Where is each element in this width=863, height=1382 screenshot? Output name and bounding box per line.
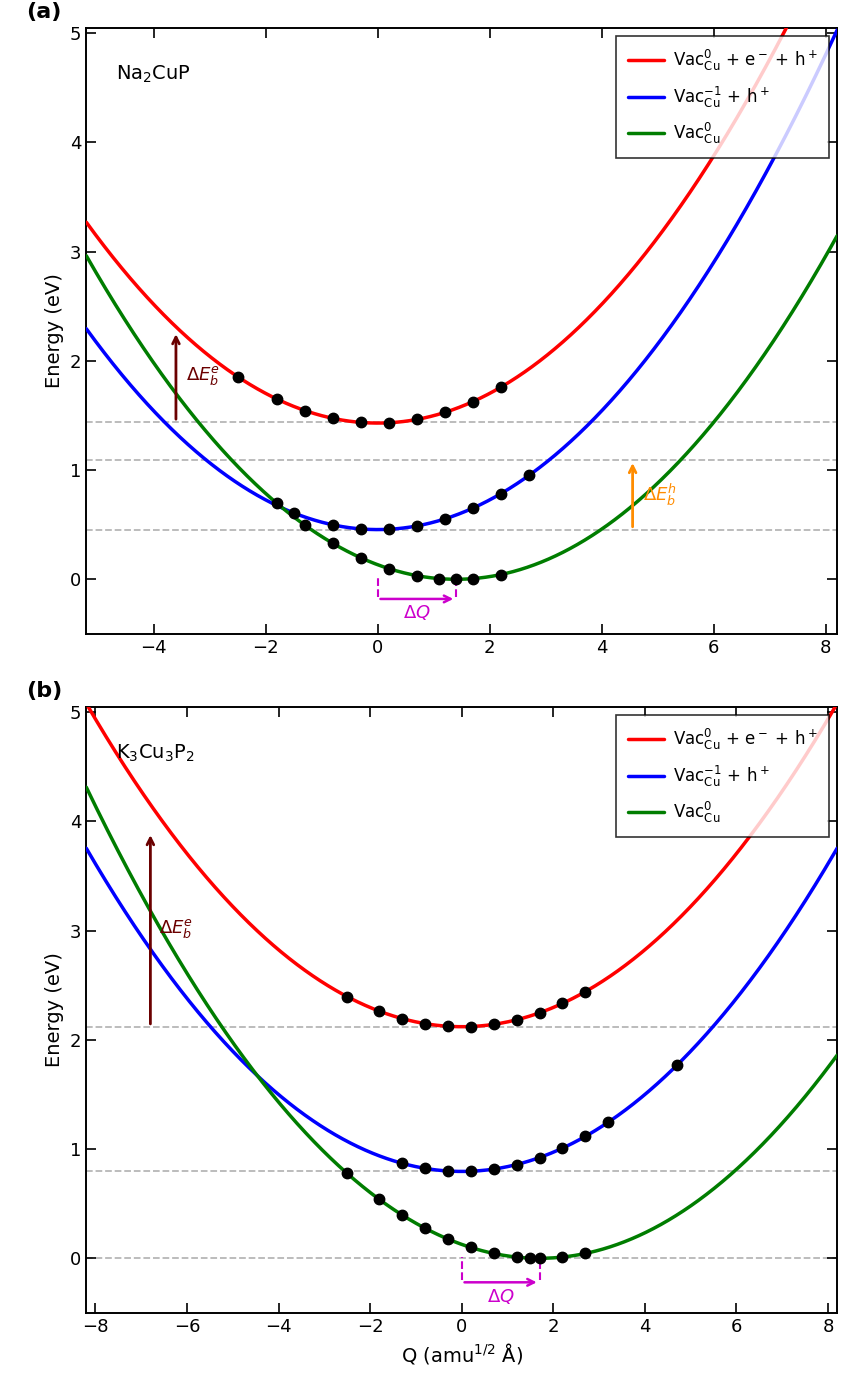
Vac$^0_{\mathrm{Cu}}$ bbox=[832, 228, 842, 245]
Vac$^0_{\mathrm{Cu}}$ + e$^-$ + h$^+$ bbox=[457, 1019, 467, 1035]
Line: Vac$^{-1}_{\mathrm{Cu}}$ + h$^+$: Vac$^{-1}_{\mathrm{Cu}}$ + h$^+$ bbox=[86, 849, 837, 1172]
Vac$^0_{\mathrm{Cu}}$ + e$^-$ + h$^+$ bbox=[623, 267, 633, 283]
Text: $\Delta Q$: $\Delta Q$ bbox=[403, 604, 431, 622]
Text: $\Delta E_b^e$: $\Delta E_b^e$ bbox=[186, 365, 220, 388]
Vac$^0_{\mathrm{Cu}}$ bbox=[426, 569, 437, 586]
Line: Vac$^0_{\mathrm{Cu}}$: Vac$^0_{\mathrm{Cu}}$ bbox=[86, 788, 837, 1258]
Vac$^0_{\mathrm{Cu}}$ + e$^-$ + h$^+$ bbox=[373, 415, 383, 431]
Text: $\Delta E_b^h$: $\Delta E_b^h$ bbox=[643, 482, 677, 509]
Vac$^0_{\mathrm{Cu}}$ bbox=[810, 1075, 821, 1092]
Legend: Vac$^0_{\mathrm{Cu}}$ + e$^-$ + h$^+$, Vac$^{-1}_{\mathrm{Cu}}$ + h$^+$, Vac$^0_: Vac$^0_{\mathrm{Cu}}$ + e$^-$ + h$^+$, V… bbox=[616, 36, 828, 158]
Vac$^0_{\mathrm{Cu}}$ bbox=[832, 1048, 842, 1064]
Vac$^{-1}_{\mathrm{Cu}}$ + h$^+$ bbox=[832, 840, 842, 857]
Vac$^0_{\mathrm{Cu}}$ + e$^-$ + h$^+$ bbox=[672, 911, 683, 927]
Vac$^{-1}_{\mathrm{Cu}}$ + h$^+$ bbox=[426, 1161, 437, 1177]
Vac$^{-1}_{\mathrm{Cu}}$ + h$^+$ bbox=[119, 370, 129, 387]
Text: $\Delta Q$: $\Delta Q$ bbox=[487, 1287, 514, 1306]
Y-axis label: Energy (eV): Energy (eV) bbox=[46, 274, 65, 388]
Vac$^{-1}_{\mathrm{Cu}}$ + h$^+$ bbox=[81, 321, 91, 337]
Line: Vac$^{-1}_{\mathrm{Cu}}$ + h$^+$: Vac$^{-1}_{\mathrm{Cu}}$ + h$^+$ bbox=[86, 30, 837, 529]
Vac$^0_{\mathrm{Cu}}$ + e$^-$ + h$^+$ bbox=[649, 234, 659, 250]
Vac$^{-1}_{\mathrm{Cu}}$ + h$^+$ bbox=[672, 1056, 683, 1072]
Vac$^{-1}_{\mathrm{Cu}}$ + h$^+$ bbox=[426, 514, 437, 531]
Legend: Vac$^0_{\mathrm{Cu}}$ + e$^-$ + h$^+$, Vac$^{-1}_{\mathrm{Cu}}$ + h$^+$, Vac$^0_: Vac$^0_{\mathrm{Cu}}$ + e$^-$ + h$^+$, V… bbox=[616, 714, 828, 837]
Vac$^{-1}_{\mathrm{Cu}}$ + h$^+$ bbox=[832, 22, 842, 39]
Vac$^0_{\mathrm{Cu}}$ bbox=[451, 571, 462, 587]
Vac$^0_{\mathrm{Cu}}$ bbox=[81, 779, 91, 796]
Vac$^0_{\mathrm{Cu}}$ + e$^-$ + h$^+$ bbox=[81, 214, 91, 231]
Text: (a): (a) bbox=[26, 1, 61, 22]
Text: Na$_2$CuP: Na$_2$CuP bbox=[117, 64, 192, 86]
Vac$^{-1}_{\mathrm{Cu}}$ + h$^+$ bbox=[81, 840, 91, 857]
Vac$^0_{\mathrm{Cu}}$ + e$^-$ + h$^+$ bbox=[787, 8, 797, 25]
Vac$^{-1}_{\mathrm{Cu}}$ + h$^+$ bbox=[672, 308, 683, 325]
Vac$^0_{\mathrm{Cu}}$ + e$^-$ + h$^+$ bbox=[810, 731, 821, 748]
Vac$^{-1}_{\mathrm{Cu}}$ + h$^+$ bbox=[446, 509, 457, 525]
Vac$^0_{\mathrm{Cu}}$ bbox=[810, 265, 821, 282]
Vac$^0_{\mathrm{Cu}}$ + e$^-$ + h$^+$ bbox=[119, 757, 129, 774]
Vac$^0_{\mathrm{Cu}}$ + e$^-$ + h$^+$ bbox=[521, 362, 532, 379]
Vac$^0_{\mathrm{Cu}}$ bbox=[672, 1206, 683, 1223]
Text: (b): (b) bbox=[26, 680, 62, 701]
Vac$^0_{\mathrm{Cu}}$ bbox=[119, 855, 129, 872]
Vac$^0_{\mathrm{Cu}}$ bbox=[426, 1223, 437, 1240]
Vac$^0_{\mathrm{Cu}}$ + e$^-$ + h$^+$ bbox=[832, 695, 842, 712]
Vac$^{-1}_{\mathrm{Cu}}$ + h$^+$ bbox=[119, 902, 129, 919]
Vac$^{-1}_{\mathrm{Cu}}$ + h$^+$ bbox=[446, 1162, 457, 1179]
Text: K$_3$Cu$_3$P$_2$: K$_3$Cu$_3$P$_2$ bbox=[117, 744, 195, 764]
Vac$^0_{\mathrm{Cu}}$ bbox=[534, 1249, 545, 1266]
Vac$^{-1}_{\mathrm{Cu}}$ + h$^+$ bbox=[810, 68, 821, 84]
Vac$^{-1}_{\mathrm{Cu}}$ + h$^+$ bbox=[810, 68, 821, 84]
Vac$^0_{\mathrm{Cu}}$ + e$^-$ + h$^+$ bbox=[810, 731, 821, 748]
Vac$^{-1}_{\mathrm{Cu}}$ + h$^+$ bbox=[810, 876, 821, 893]
Vac$^0_{\mathrm{Cu}}$ + e$^-$ + h$^+$ bbox=[426, 1016, 437, 1032]
Vac$^0_{\mathrm{Cu}}$ bbox=[672, 455, 683, 471]
Y-axis label: Energy (eV): Energy (eV) bbox=[46, 952, 65, 1067]
Line: Vac$^0_{\mathrm{Cu}}$ + e$^-$ + h$^+$: Vac$^0_{\mathrm{Cu}}$ + e$^-$ + h$^+$ bbox=[86, 703, 837, 1027]
Text: $\Delta E_b^e$: $\Delta E_b^e$ bbox=[159, 918, 192, 941]
Vac$^0_{\mathrm{Cu}}$ bbox=[446, 571, 457, 587]
Vac$^0_{\mathrm{Cu}}$ + e$^-$ + h$^+$ bbox=[446, 1019, 457, 1035]
Vac$^{-1}_{\mathrm{Cu}}$ + h$^+$ bbox=[810, 876, 821, 893]
Line: Vac$^0_{\mathrm{Cu}}$: Vac$^0_{\mathrm{Cu}}$ bbox=[86, 236, 837, 579]
Line: Vac$^0_{\mathrm{Cu}}$ + e$^-$ + h$^+$: Vac$^0_{\mathrm{Cu}}$ + e$^-$ + h$^+$ bbox=[86, 17, 792, 423]
Vac$^0_{\mathrm{Cu}}$ bbox=[119, 311, 129, 328]
Vac$^0_{\mathrm{Cu}}$ bbox=[810, 265, 821, 282]
Vac$^0_{\mathrm{Cu}}$ + e$^-$ + h$^+$ bbox=[682, 188, 692, 205]
Vac$^{-1}_{\mathrm{Cu}}$ + h$^+$ bbox=[373, 521, 383, 538]
Vac$^0_{\mathrm{Cu}}$ bbox=[446, 1233, 457, 1249]
Vac$^0_{\mathrm{Cu}}$ + e$^-$ + h$^+$ bbox=[96, 234, 106, 250]
Vac$^0_{\mathrm{Cu}}$ + e$^-$ + h$^+$ bbox=[81, 695, 91, 712]
Vac$^{-1}_{\mathrm{Cu}}$ + h$^+$ bbox=[457, 1164, 467, 1180]
Vac$^0_{\mathrm{Cu}}$ bbox=[81, 247, 91, 264]
Vac$^0_{\mathrm{Cu}}$ bbox=[810, 1075, 821, 1092]
X-axis label: Q (amu$^{1/2}$ Å): Q (amu$^{1/2}$ Å) bbox=[400, 1342, 523, 1367]
Vac$^0_{\mathrm{Cu}}$ + e$^-$ + h$^+$ bbox=[670, 206, 680, 223]
